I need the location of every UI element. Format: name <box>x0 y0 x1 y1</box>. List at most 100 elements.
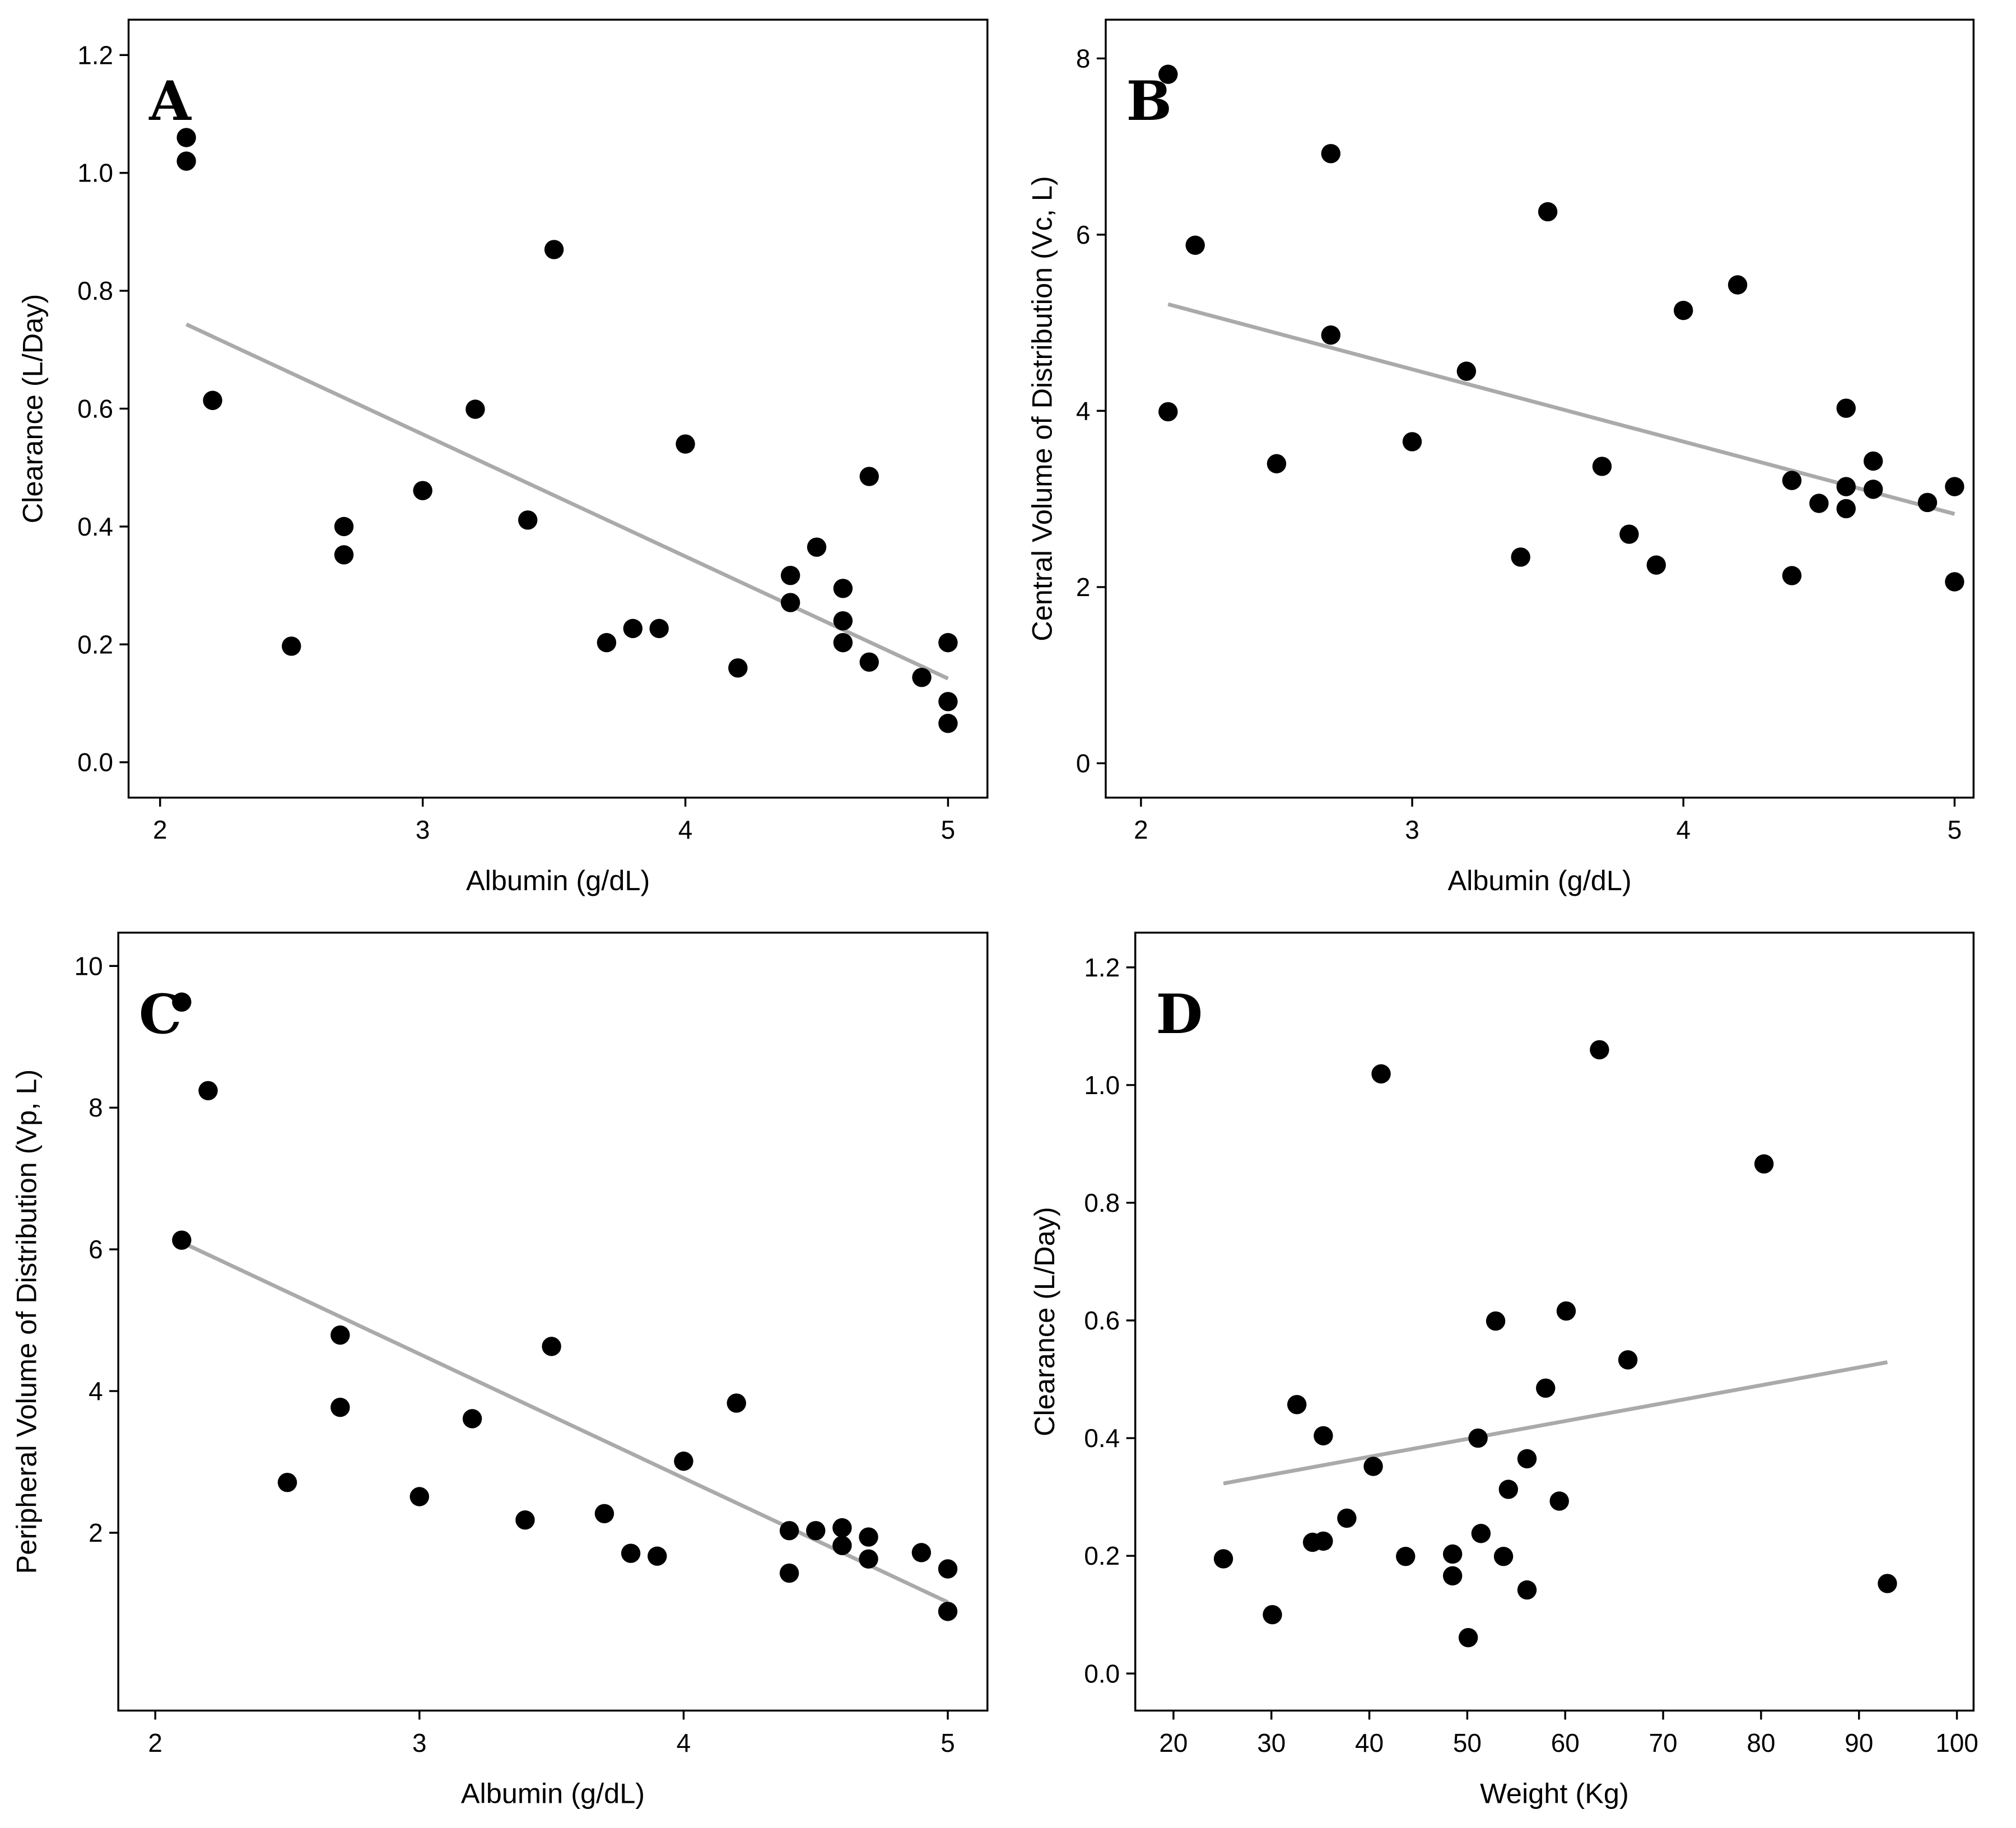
data-point <box>727 1393 746 1413</box>
y-tick-label: 1.0 <box>77 159 113 188</box>
x-tick-label: 5 <box>941 815 956 844</box>
x-tick-label: 2 <box>1134 815 1148 844</box>
panel-letter: D <box>1156 982 1203 1046</box>
trend-line <box>185 322 949 681</box>
data-point <box>1321 325 1341 345</box>
data-point <box>833 632 853 653</box>
data-point <box>912 667 932 687</box>
y-tick-label: 0.8 <box>77 276 113 305</box>
panel-b: 2 3 4 5 0 2 4 6 8 Albumin (g/dL) Central Volume of… <box>1026 18 1975 896</box>
data-point <box>172 1230 192 1250</box>
data-point <box>1836 499 1856 519</box>
y-tick-label: 8 <box>1076 44 1091 73</box>
data-point <box>282 636 301 656</box>
y-axis-label: Clearance (L/Day) <box>1028 1207 1060 1436</box>
data-point <box>172 992 192 1012</box>
plot-frame <box>1105 18 1975 799</box>
data-point <box>1458 1627 1478 1648</box>
data-point <box>1782 471 1802 490</box>
data-point <box>1402 432 1422 452</box>
y-tick-label: 4 <box>1076 396 1091 425</box>
x-axis-label: Albumin (g/dL) <box>1447 864 1631 896</box>
data-point <box>597 632 617 653</box>
data-point <box>1158 402 1178 422</box>
data-point <box>1863 480 1883 499</box>
data-point <box>1486 1311 1506 1331</box>
data-point <box>542 1337 561 1356</box>
data-point <box>1371 1064 1391 1084</box>
data-point <box>938 632 958 653</box>
data-point <box>1945 572 1964 592</box>
panel-d: 20 30 40 50 60 70 80 90 100 0.0 0.2 0.4 0.6 0.8 1.0 1.2… <box>1028 932 1978 1810</box>
data-point <box>176 151 196 171</box>
data-point <box>518 510 538 530</box>
data-point <box>1836 477 1856 496</box>
x-tick-label: 30 <box>1257 1728 1286 1757</box>
data-point <box>938 714 958 733</box>
data-point <box>1468 1428 1488 1448</box>
x-tick-label: 2 <box>153 815 167 844</box>
data-point <box>1337 1508 1357 1528</box>
x-tick-label: 100 <box>1935 1728 1978 1757</box>
data-point <box>1267 454 1287 473</box>
y-tick-label: 10 <box>75 951 103 980</box>
data-point <box>1185 235 1205 255</box>
data-point <box>409 1487 430 1506</box>
x-tick-label: 2 <box>148 1728 162 1757</box>
trend-line <box>1167 302 1956 516</box>
data-point <box>1619 524 1639 544</box>
data-point <box>330 1397 350 1417</box>
y-tick-label: 8 <box>89 1093 103 1122</box>
data-point <box>938 1559 958 1579</box>
data-point <box>833 611 853 631</box>
data-point <box>938 692 958 711</box>
data-point <box>859 467 879 486</box>
y-tick-label: 0.6 <box>1084 1306 1120 1335</box>
y-tick-label: 0 <box>1076 749 1091 778</box>
data-point <box>648 1546 667 1566</box>
data-point <box>1536 1378 1556 1398</box>
y-tick-label: 1.2 <box>77 40 113 69</box>
data-point <box>594 1504 614 1524</box>
data-point <box>676 434 695 454</box>
y-tick-label: 4 <box>89 1376 103 1406</box>
y-axis-label: Clearance (L/Day) <box>17 294 49 524</box>
y-tick-label: 6 <box>89 1235 103 1264</box>
y-tick-label: 0.6 <box>77 394 113 424</box>
data-point <box>1878 1574 1897 1593</box>
data-point <box>780 565 800 585</box>
trend-line <box>180 1240 949 1604</box>
data-point <box>779 1520 799 1541</box>
data-point <box>649 618 669 639</box>
y-axis-label: Peripheral Volume of Distribution (Vp, L… <box>10 1069 42 1574</box>
data-point <box>1498 1480 1519 1499</box>
data-point <box>1538 202 1558 222</box>
data-point <box>1592 457 1612 476</box>
data-point <box>1321 143 1341 164</box>
y-tick-label: 1.0 <box>1084 1071 1120 1100</box>
panel-letter: A <box>148 69 192 133</box>
data-point <box>779 1563 799 1583</box>
y-tick-label: 0.0 <box>77 748 113 777</box>
data-point <box>780 593 800 612</box>
data-point <box>1517 1449 1537 1469</box>
panel-a: 2 3 4 5 0.0 0.2 0.4 0.6 0.8 1.0 1.2 Albumin (g/dL) C… <box>17 18 989 896</box>
x-tick-label: 90 <box>1845 1728 1873 1757</box>
y-tick-label: 0.8 <box>1084 1188 1120 1217</box>
data-point <box>833 579 853 598</box>
data-point <box>1517 1580 1537 1600</box>
x-tick-label: 4 <box>1676 815 1691 844</box>
y-tick-label: 2 <box>1076 573 1091 602</box>
data-point <box>1590 1040 1609 1060</box>
data-point <box>277 1472 297 1492</box>
data-point <box>1442 1566 1463 1586</box>
data-point <box>859 1549 878 1569</box>
data-point <box>1314 1531 1333 1551</box>
data-point <box>859 652 879 672</box>
data-point <box>330 1325 350 1345</box>
data-point <box>807 537 827 557</box>
data-point <box>1836 398 1856 418</box>
data-point <box>334 545 354 565</box>
plot-frame <box>127 18 989 799</box>
y-tick-label: 0.0 <box>1084 1659 1120 1688</box>
